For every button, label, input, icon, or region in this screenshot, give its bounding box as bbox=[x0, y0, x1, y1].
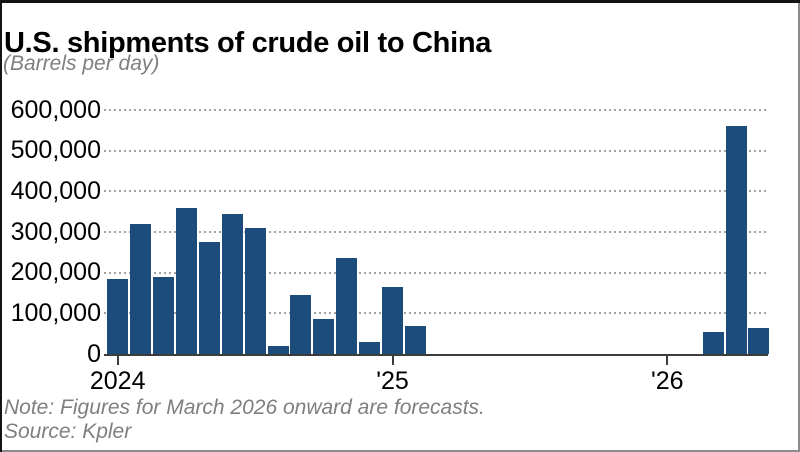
chart-subtitle: (Barrels per day) bbox=[3, 52, 160, 75]
gridline bbox=[104, 109, 768, 111]
bar bbox=[748, 327, 770, 354]
y-axis-tick-label: 300,000 bbox=[10, 217, 101, 246]
bar bbox=[130, 223, 152, 354]
gridline bbox=[104, 190, 768, 193]
source-text: Source: Kpler bbox=[4, 420, 132, 443]
bar bbox=[175, 207, 197, 354]
y-axis-tick-label: 500,000 bbox=[10, 136, 101, 165]
y-axis-tick-label: 600,000 bbox=[10, 95, 101, 124]
bar bbox=[404, 325, 426, 354]
x-axis-tick bbox=[391, 356, 394, 365]
bar bbox=[725, 126, 747, 354]
bar bbox=[107, 278, 129, 354]
bar bbox=[153, 276, 174, 354]
x-axis-tick-label: '25 bbox=[376, 367, 409, 395]
gridline bbox=[104, 312, 768, 315]
y-axis-tick-label: 400,000 bbox=[10, 176, 101, 205]
y-axis-tick-label: 0 bbox=[87, 339, 101, 368]
bar bbox=[382, 286, 403, 354]
y-axis-tick-label: 200,000 bbox=[10, 258, 101, 287]
chart-title: U.S. shipments of crude oil to China bbox=[4, 27, 492, 60]
gridline bbox=[104, 271, 768, 274]
bar bbox=[267, 345, 289, 354]
bar bbox=[313, 319, 335, 354]
x-axis-tick bbox=[666, 356, 669, 365]
bar bbox=[290, 295, 312, 354]
bar bbox=[221, 213, 243, 354]
bar bbox=[359, 341, 381, 354]
x-axis-tick-label: 2024 bbox=[89, 367, 146, 395]
bar bbox=[198, 242, 220, 354]
x-axis-line bbox=[104, 354, 768, 356]
bar bbox=[336, 258, 358, 354]
gridline bbox=[104, 149, 768, 152]
bar bbox=[702, 331, 724, 354]
y-axis-tick-label: 100,000 bbox=[10, 298, 101, 327]
note-text: Note: Figures for March 2026 onward are … bbox=[4, 396, 485, 419]
bar bbox=[244, 227, 266, 354]
gridline bbox=[104, 231, 768, 233]
x-axis-tick-label: '26 bbox=[651, 367, 684, 395]
x-axis-tick bbox=[116, 356, 119, 365]
